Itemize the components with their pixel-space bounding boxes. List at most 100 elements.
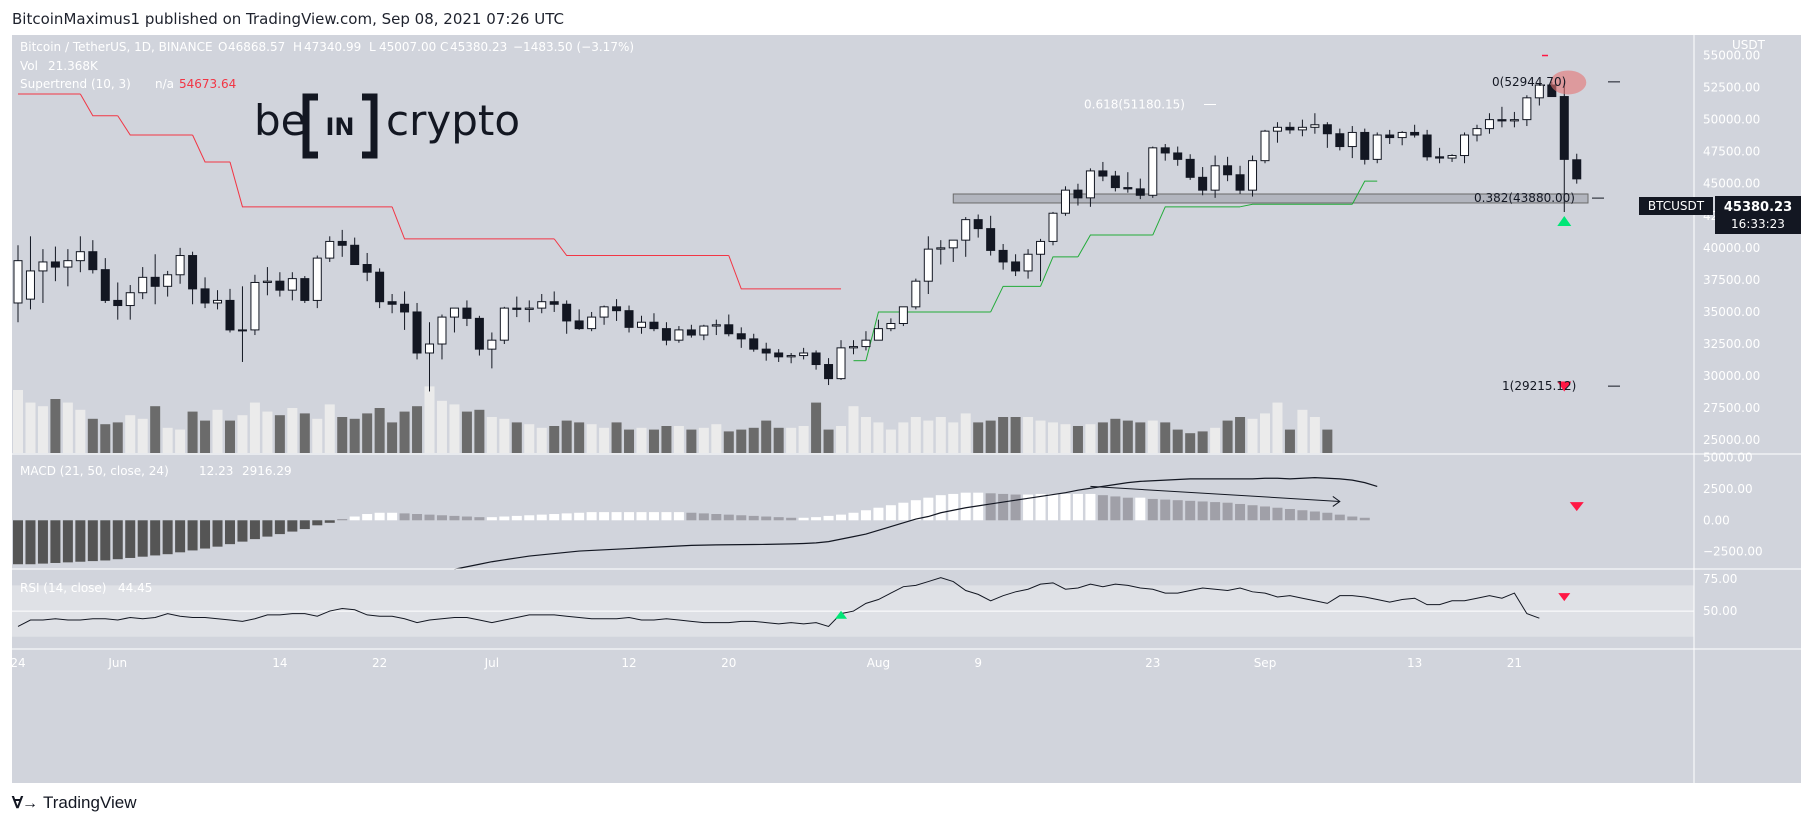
- macd-histogram-bar: [1235, 503, 1246, 521]
- volume-bar: [212, 409, 223, 453]
- candle-body: [936, 247, 946, 250]
- candle-body: [724, 324, 734, 335]
- axes: 25000.00 27500.00 30000.00 32500.00 35000.00…: [12, 35, 1801, 783]
- candle-body: [437, 316, 447, 345]
- candle-body: [449, 307, 459, 318]
- candle-body: [337, 240, 347, 246]
- candle-body: [1198, 176, 1208, 191]
- candle-body: [574, 320, 584, 330]
- volume-bar: [224, 420, 235, 453]
- candle-body: [774, 352, 784, 358]
- price-tick-label: 45000.00: [1703, 177, 1760, 191]
- volume-bar: [524, 424, 535, 453]
- candle-body: [1460, 134, 1470, 157]
- volume-bar: [387, 422, 398, 453]
- volume-bar: [175, 429, 186, 453]
- macd-histogram-bar: [549, 514, 560, 521]
- macd-histogram-bar: [661, 512, 672, 521]
- candle-body: [13, 260, 23, 304]
- candle-body: [38, 261, 48, 272]
- candle-body: [63, 260, 73, 268]
- volume-bar: [25, 402, 36, 453]
- supertrend-line: [79, 93, 118, 117]
- macd-histogram-bar: [536, 514, 547, 521]
- fib-label: 0.618(51180.15): [1084, 97, 1185, 111]
- time-tick-label: 14: [272, 656, 287, 670]
- candle-body: [749, 338, 759, 350]
- volume-bar: [13, 390, 23, 453]
- macd-histogram-bar: [561, 513, 572, 521]
- volume-bar: [50, 399, 61, 453]
- macd-histogram-bar: [798, 517, 809, 521]
- legend-l-value: 45007.00: [379, 40, 436, 54]
- volume-bar: [162, 427, 173, 453]
- macd-histogram-bar: [125, 520, 136, 558]
- watermark-be: be: [254, 96, 307, 145]
- candle-body: [1060, 189, 1070, 214]
- candle-body: [861, 339, 871, 348]
- macd-histogram-bar: [112, 520, 123, 560]
- candle-body: [1372, 134, 1382, 160]
- volume-bar: [1210, 427, 1221, 453]
- rsi-value: 44.45: [118, 581, 152, 595]
- macd-histogram-bar: [1359, 517, 1370, 521]
- supertrend-line: [229, 161, 393, 208]
- volume-bar: [374, 408, 385, 453]
- volume-bar: [748, 427, 759, 453]
- macd-histogram-bar: [998, 493, 1009, 521]
- price-tick-label: 52500.00: [1703, 81, 1760, 95]
- candle-body: [262, 280, 272, 283]
- candle-body: [1235, 174, 1245, 191]
- candle-body: [637, 321, 646, 328]
- rsi-title: RSI (14, close): [20, 581, 106, 595]
- chart-canvas[interactable]: 0(52944.70) 0.618(51180.15) 0.382(43880.00…: [12, 35, 1801, 783]
- candle-body: [537, 301, 547, 309]
- volume-bar: [686, 429, 697, 453]
- volume-bar: [1247, 418, 1258, 453]
- candle-body: [50, 261, 60, 268]
- text-layer: Bitcoin / TetherUS, 1D, BINANCE O 46868.…: [20, 38, 1801, 595]
- legend-h-label: H: [293, 40, 302, 54]
- candle-body: [1410, 131, 1420, 136]
- macd-histogram-bar: [1284, 508, 1295, 521]
- support-zone: [952, 193, 1589, 204]
- macd-histogram-bar: [212, 520, 223, 547]
- candle-body: [1135, 188, 1145, 196]
- supertrend-line: [117, 115, 193, 136]
- macd-tick-label: −2500.00: [1703, 545, 1763, 559]
- macd-histogram-bar: [1048, 493, 1059, 521]
- candle-body: [487, 339, 497, 350]
- supertrend-line: [1351, 180, 1378, 205]
- macd-histogram-bar: [524, 515, 535, 521]
- footer-brand[interactable]: Ɐ→ TradingView: [12, 793, 137, 813]
- candle-body: [1360, 131, 1370, 160]
- macd-histogram-bar: [611, 512, 622, 521]
- volume-bar: [1235, 417, 1246, 453]
- macd-histogram-bar: [200, 520, 211, 549]
- top-highlight: [1550, 70, 1587, 95]
- legend-supertrend-value: 54673.64: [179, 77, 236, 91]
- legend-o-value: 46868.57: [228, 40, 285, 54]
- macd-histogram-bar: [324, 520, 335, 523]
- time-tick-label: Jun: [107, 656, 127, 670]
- macd-histogram-bar: [337, 519, 348, 521]
- volume-bar: [1147, 420, 1158, 453]
- macd-histogram-bar: [150, 520, 161, 556]
- macd-tick-label: 2500.00: [1703, 482, 1753, 496]
- volume-bar: [711, 424, 722, 453]
- macd-histogram-bar: [461, 516, 472, 521]
- candle-body: [612, 306, 622, 312]
- macd-histogram-bar: [736, 515, 747, 521]
- volume-bar: [1122, 420, 1133, 453]
- volume-bar: [1035, 420, 1046, 453]
- legend-c-label: C: [440, 40, 448, 54]
- macd-histogram-bar: [873, 507, 884, 521]
- volume-bar: [536, 427, 547, 453]
- candle-body: [1435, 156, 1445, 159]
- candle-body: [200, 288, 210, 304]
- volume-bar: [1197, 431, 1208, 453]
- candle-body: [549, 301, 559, 305]
- macd-histogram-bar: [698, 513, 709, 521]
- candle-body: [761, 348, 771, 354]
- volume-bar: [474, 409, 485, 453]
